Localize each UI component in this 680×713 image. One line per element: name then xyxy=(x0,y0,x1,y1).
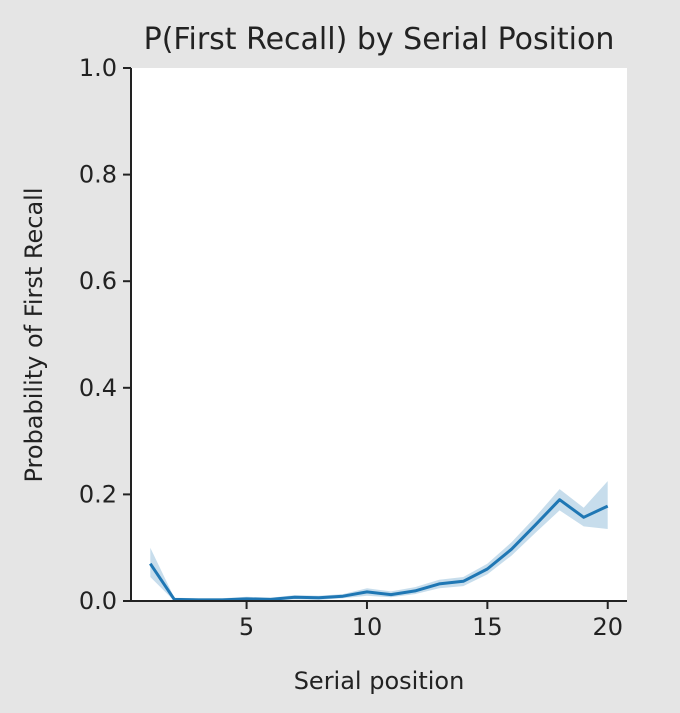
series-line xyxy=(149,498,609,602)
data-point xyxy=(462,580,465,583)
chart-title: P(First Recall) by Serial Position xyxy=(144,22,615,57)
series-line-layer xyxy=(149,498,609,602)
plot-area xyxy=(131,68,627,601)
data-point xyxy=(558,498,561,501)
y-tick-label: 0.8 xyxy=(79,161,117,189)
confidence-band xyxy=(150,481,608,601)
y-tick-label: 0.0 xyxy=(79,587,117,615)
data-point xyxy=(293,596,296,599)
data-point xyxy=(438,582,441,585)
data-point xyxy=(317,596,320,599)
data-point xyxy=(149,562,152,565)
data-point xyxy=(341,595,344,598)
confidence-band-layer xyxy=(150,481,608,601)
x-tick-label: 15 xyxy=(472,613,503,641)
y-tick-label: 0.4 xyxy=(79,374,117,402)
x-ticks: 5 10 15 20 xyxy=(239,601,623,641)
y-tick-label: 0.2 xyxy=(79,480,117,508)
data-point xyxy=(414,589,417,592)
x-tick-label: 5 xyxy=(239,613,254,641)
data-point xyxy=(510,548,513,551)
y-tick-label: 1.0 xyxy=(79,54,117,82)
data-point xyxy=(245,597,248,600)
y-tick-label: 0.6 xyxy=(79,267,117,295)
x-tick-label: 10 xyxy=(352,613,383,641)
x-axis-label: Serial position xyxy=(294,667,465,695)
y-ticks: 0.0 0.2 0.4 0.6 0.8 1.0 xyxy=(79,54,131,615)
data-point xyxy=(390,593,393,596)
data-point xyxy=(534,523,537,526)
data-point xyxy=(582,516,585,519)
y-axis-label: Probability of First Recall xyxy=(20,188,48,483)
x-tick-label: 20 xyxy=(592,613,623,641)
data-point xyxy=(366,590,369,593)
data-point xyxy=(606,505,609,508)
data-point xyxy=(486,568,489,571)
